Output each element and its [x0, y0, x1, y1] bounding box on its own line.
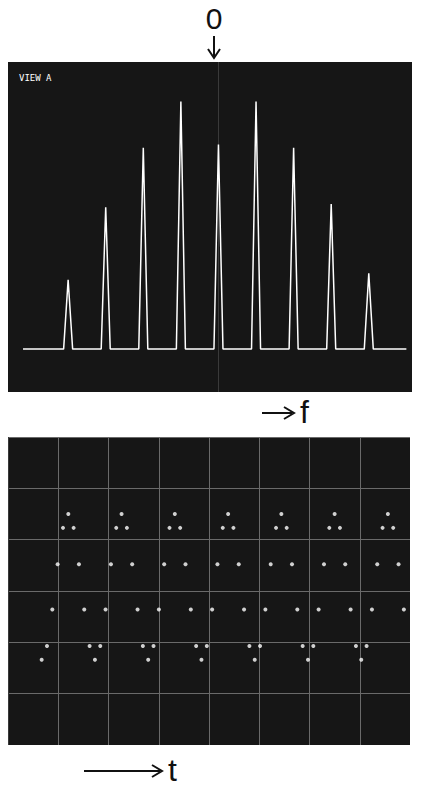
html-text:t: t — [168, 752, 177, 788]
html-text:f: f — [300, 394, 309, 430]
html-text:0: 0 — [205, 2, 223, 35]
svg-text:VIEW A: VIEW A — [19, 73, 52, 83]
